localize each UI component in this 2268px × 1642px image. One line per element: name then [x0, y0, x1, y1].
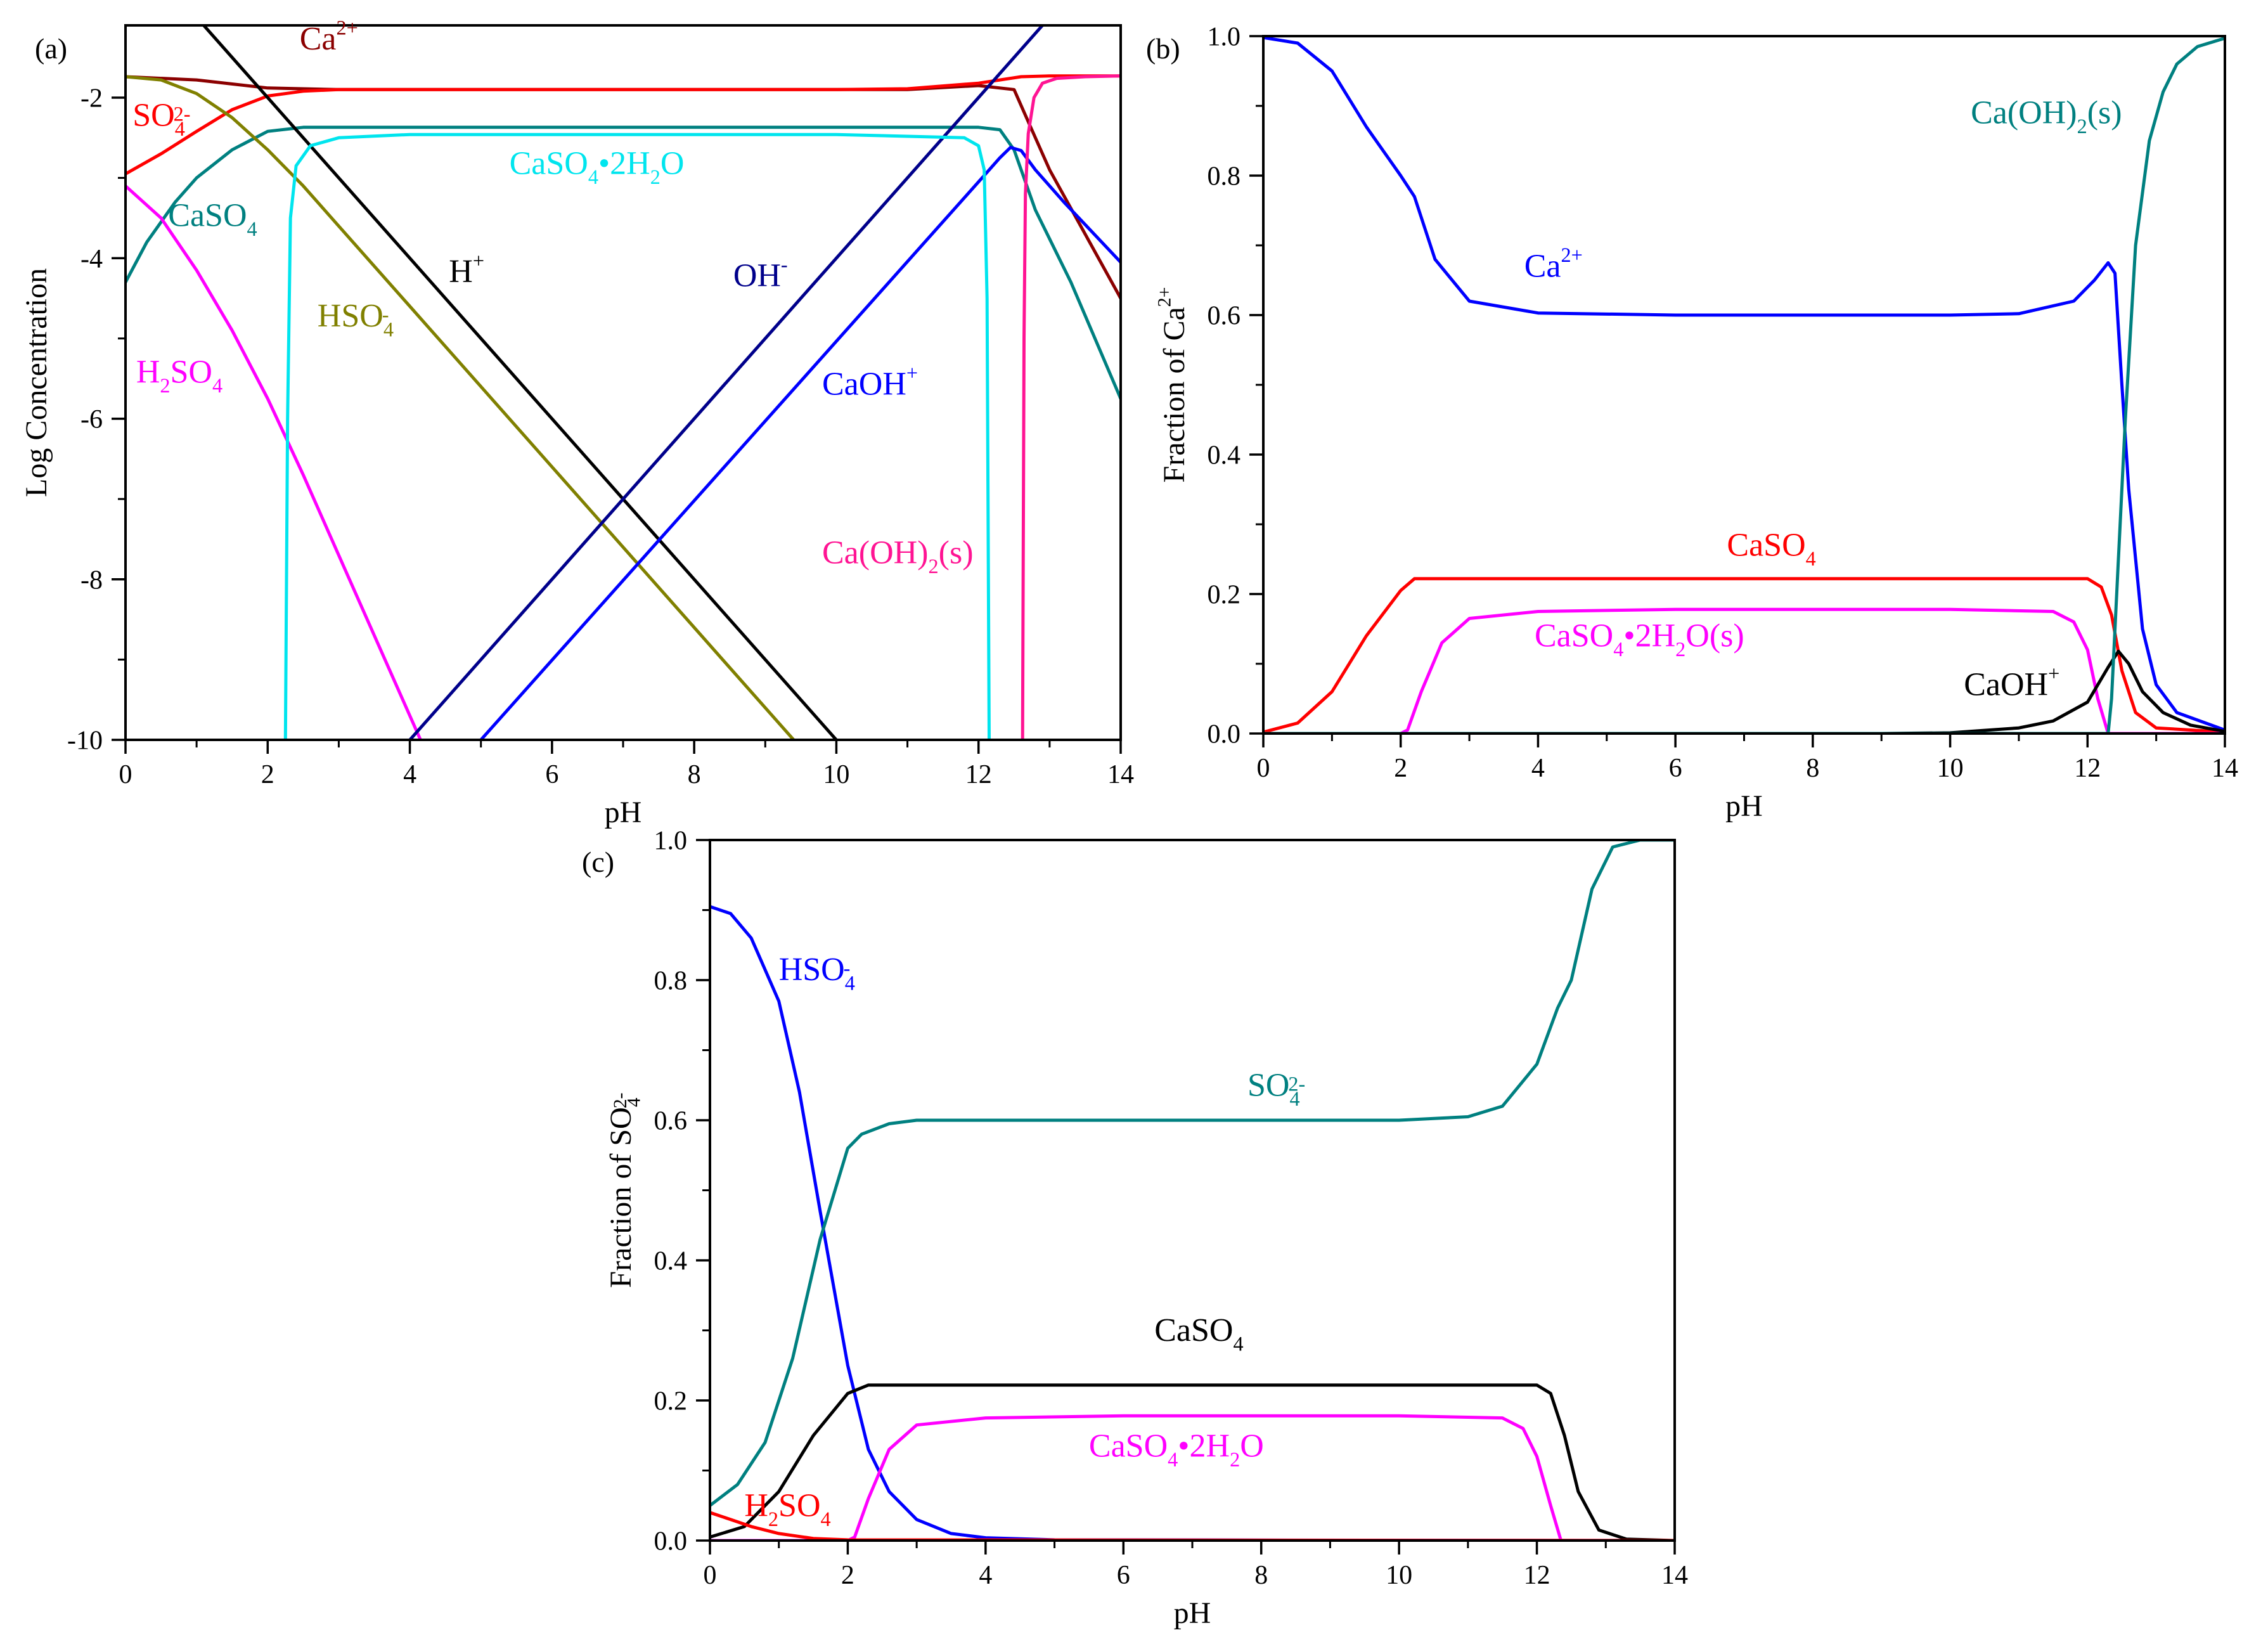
series-annotation-c-3: CaSO4•2H2O — [1089, 1428, 1264, 1471]
plot-frame-a — [124, 24, 1122, 741]
series-annotation-a-0: Ca2+ — [300, 16, 358, 57]
y-tick-label-b: 0.4 — [1208, 441, 1241, 470]
x-tick-label-a: 8 — [688, 760, 701, 789]
series-line-a_oh — [408, 25, 1045, 740]
series-line-b_ca2 — [1263, 36, 2225, 732]
y-tick-label-c: 0.0 — [654, 1527, 688, 1556]
series-annotation-a-4: H+ — [449, 249, 484, 290]
series-annotation-c-2: CaSO4 — [1154, 1312, 1243, 1355]
x-tick-label-c: 2 — [841, 1561, 854, 1590]
y-tick-label-c: 0.2 — [654, 1387, 688, 1416]
y-tick-label-a: -10 — [67, 727, 103, 756]
x-tick-label-c: 0 — [704, 1561, 717, 1590]
panel-a: (a) 0 2 4 6 8 10 12 14 -2 -4 -6 -8 -10 pH Log Concentr… — [20, 16, 1134, 829]
y-tick-label-c: 1.0 — [654, 827, 688, 856]
series-annotation-a-8: CaOH+ — [822, 361, 918, 402]
series-annotation-b-3: CaOH+ — [1964, 662, 2059, 702]
x-tick-label-c: 10 — [1386, 1561, 1412, 1590]
x-tick-label-c: 14 — [1661, 1561, 1688, 1590]
series-annotation-c-4: H2SO4 — [744, 1487, 830, 1530]
series-annotation-a-9: Ca(OH)2(s) — [822, 534, 974, 578]
series-line-a_so4 — [126, 74, 1121, 176]
y-axis-label-c: Fraction of SO42- — [604, 1092, 644, 1288]
x-tick-label-b: 4 — [1531, 754, 1545, 783]
y-axis-label-a: Log Concentration — [20, 268, 53, 497]
x-tick-label-b: 14 — [2212, 754, 2238, 783]
y-tick-label-b: 0.0 — [1208, 720, 1241, 749]
series-line-a_caoh2 — [1021, 74, 1121, 740]
series-line-c_gypsum — [710, 1414, 1675, 1541]
x-tick-label-a: 4 — [403, 760, 416, 789]
y-tick-label-c: 0.8 — [654, 967, 688, 996]
x-tick-label-c: 8 — [1254, 1561, 1268, 1590]
x-tick-label-c: 4 — [979, 1561, 992, 1590]
series-annotation-a-5: HSO4- — [318, 298, 394, 341]
y-tick-label-c: 0.4 — [654, 1247, 688, 1276]
series-annotation-a-1: SO42- — [132, 97, 190, 140]
series-annotation-a-7: H2SO4 — [136, 354, 222, 398]
x-tick-label-b: 12 — [2074, 754, 2101, 783]
x-tick-label-b: 8 — [1806, 754, 1819, 783]
series-annotation-b-1: CaSO4 — [1727, 527, 1815, 571]
x-tick-label-b: 0 — [1257, 754, 1270, 783]
y-tick-label-a: -4 — [81, 245, 103, 274]
y-tick-label-b: 0.2 — [1208, 581, 1241, 610]
series-line-a_caso4 — [126, 126, 1121, 401]
series-line-b_gypsum — [1263, 607, 2225, 734]
y-tick-label-c: 0.6 — [654, 1107, 688, 1136]
panel-b: (b) 0 2 4 6 8 10 12 14 0.0 0.2 0.4 0.6 0.8 1.0 pH Fract… — [1146, 23, 2238, 823]
y-axis-label-b: Fraction of Ca2+ — [1154, 287, 1191, 483]
series-line-a_hso4 — [126, 75, 796, 740]
series-group-a — [126, 25, 1121, 740]
panel-label-c: (c) — [582, 846, 614, 878]
x-tick-label-c: 6 — [1117, 1561, 1130, 1590]
x-tick-label-a: 14 — [1107, 760, 1134, 789]
series-line-a_h2so4 — [126, 184, 423, 740]
series-annotation-b-0: Ca2+ — [1524, 243, 1583, 284]
x-tick-label-a: 2 — [261, 760, 274, 789]
x-tick-label-b: 2 — [1394, 754, 1407, 783]
x-tick-label-a: 10 — [823, 760, 849, 789]
y-tick-label-a: -6 — [81, 405, 103, 434]
series-line-c_caso4 — [710, 1383, 1675, 1541]
panel-label-a: (a) — [35, 32, 67, 65]
series-line-b_caoh — [1263, 649, 2225, 734]
x-tick-label-b: 6 — [1669, 754, 1682, 783]
series-annotation-b-2: CaSO4•2H2O(s) — [1535, 618, 1744, 661]
panel-label-b: (b) — [1146, 32, 1180, 65]
y-tick-label-b: 0.6 — [1208, 302, 1241, 331]
x-tick-label-a: 6 — [545, 760, 558, 789]
y-tick-label-b: 0.8 — [1208, 162, 1241, 191]
x-axis-label-a: pH — [605, 796, 642, 829]
series-annotation-a-3: CaSO4•2H2O — [510, 145, 685, 188]
series-line-a_gypsum — [283, 133, 991, 740]
y-tick-label-b: 1.0 — [1208, 23, 1241, 52]
x-tick-label-b: 10 — [1937, 754, 1964, 783]
x-tick-label-a: 12 — [965, 760, 992, 789]
series-annotation-b-4: Ca(OH)2(s) — [1971, 95, 2122, 138]
x-axis-label-b: pH — [1725, 789, 1763, 823]
series-annotation-a-6: OH- — [733, 253, 788, 294]
y-tick-label-a: -2 — [81, 84, 103, 113]
y-tick-label-a: -8 — [81, 566, 103, 595]
series-group-b — [1263, 36, 2225, 734]
x-tick-label-c: 12 — [1524, 1561, 1550, 1590]
x-tick-label-a: 0 — [119, 760, 132, 789]
x-axis-label-c: pH — [1174, 1596, 1211, 1630]
series-line-b_caso4 — [1263, 577, 2225, 734]
series-annotation-c-0: HSO4- — [779, 952, 855, 995]
series-line-b_caoh2 — [1263, 36, 2225, 734]
series-line-c_hso4 — [710, 905, 1675, 1541]
series-annotation-a-2: CaSO4 — [168, 198, 257, 241]
panel-c: (c) 0 2 4 6 8 10 12 14 0.0 0.2 0.4 0.6 0.8 1.0 pH Fract… — [582, 827, 1688, 1630]
series-line-c_so4 — [710, 840, 1675, 1508]
series-line-a_caoh — [479, 146, 1121, 740]
series-annotation-c-1: SO42- — [1247, 1067, 1305, 1110]
